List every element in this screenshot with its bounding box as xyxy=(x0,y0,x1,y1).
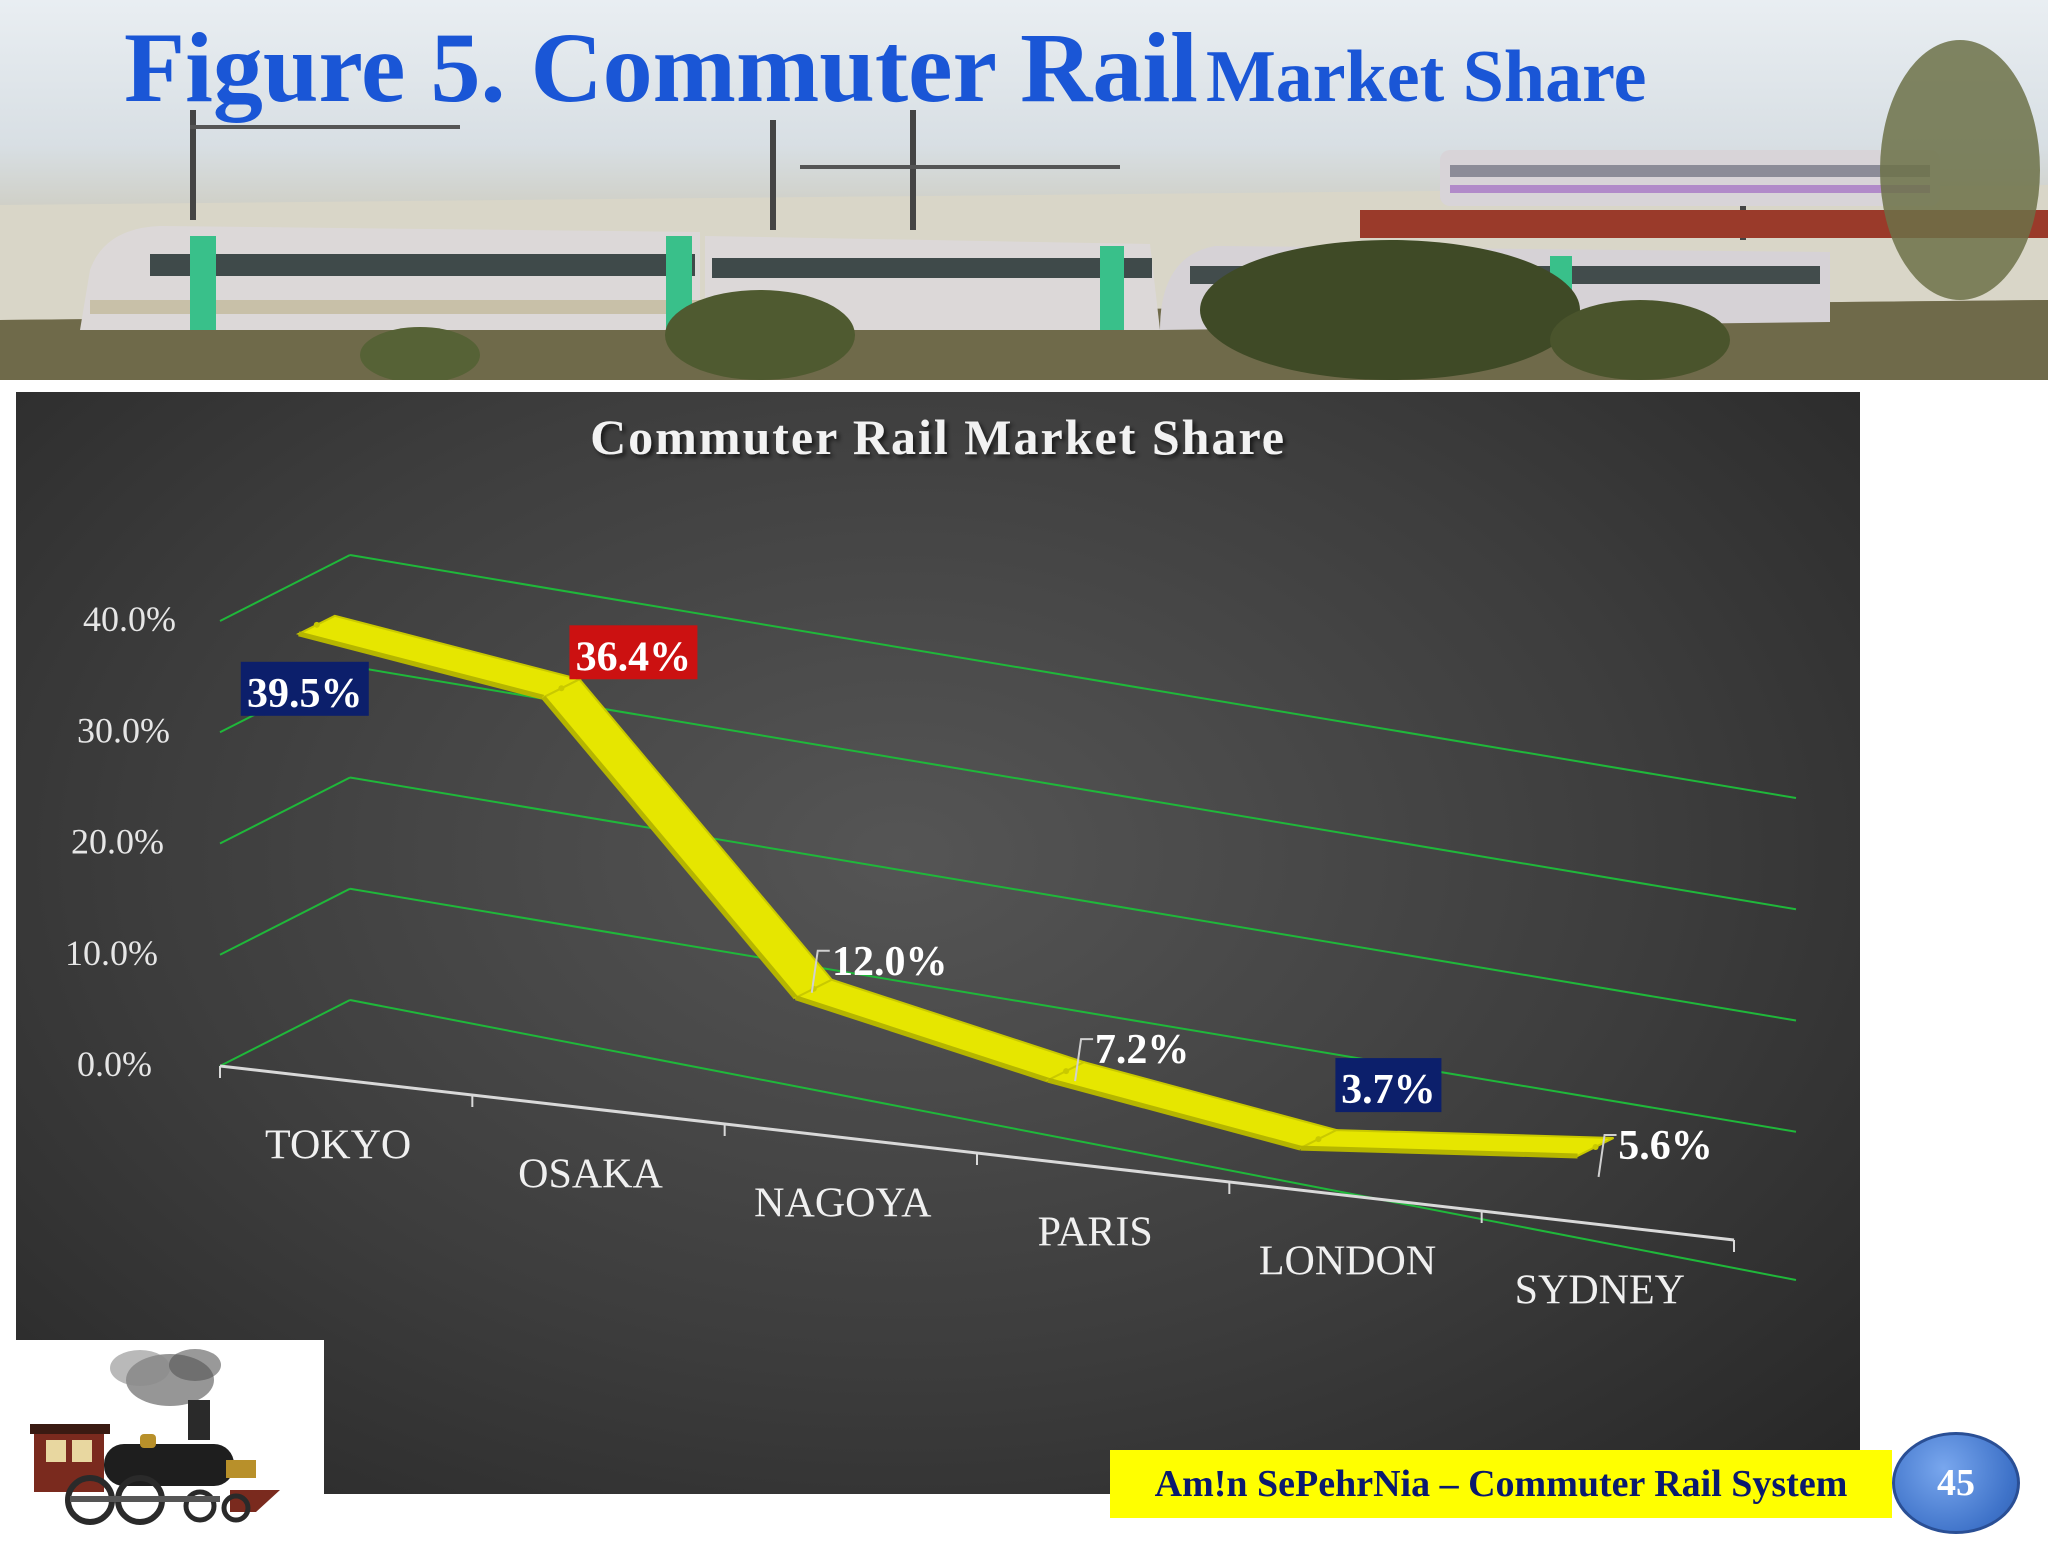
series-segment xyxy=(541,678,834,999)
gridlines xyxy=(219,554,1797,1281)
bush xyxy=(1200,240,1580,380)
bush xyxy=(1550,300,1730,380)
gridline-side xyxy=(219,887,351,956)
data-label: 12.0% xyxy=(832,939,948,985)
train-windows xyxy=(150,254,695,276)
logo-box xyxy=(0,1340,324,1536)
series-point xyxy=(558,685,565,692)
gridline xyxy=(349,887,1797,1133)
train-door xyxy=(190,236,216,330)
series-segment xyxy=(1045,1061,1340,1150)
y-tick-label: 0.0% xyxy=(77,1044,152,1084)
y-tick-label: 30.0% xyxy=(77,710,170,750)
train-stripe xyxy=(90,300,700,314)
catenary-pole xyxy=(190,110,196,220)
catenary-wire xyxy=(190,125,460,129)
catenary-pole xyxy=(770,120,776,230)
footer-banner: Am!n SePehrNia – Commuter Rail System xyxy=(1110,1450,1892,1518)
footer-text: Am!n SePehrNia – Commuter Rail System xyxy=(1154,1463,1848,1505)
bush xyxy=(665,290,855,380)
train-door xyxy=(1100,246,1124,330)
data-labels: 39.5% 36.4% 12.0% 7.2% 3.7% 5.6% xyxy=(240,625,1713,1178)
bush xyxy=(360,327,480,380)
data-label-box xyxy=(569,625,698,680)
series-segment-edge xyxy=(794,995,1049,1083)
distant-train-windows xyxy=(1450,165,1930,177)
series-segment xyxy=(793,978,1087,1082)
y-tick-label: 40.0% xyxy=(83,599,176,639)
series-point xyxy=(1592,1143,1599,1150)
series-segment-edge xyxy=(1300,1145,1578,1159)
series-ribbon xyxy=(295,614,1615,1159)
data-label-box xyxy=(1335,1058,1442,1113)
steam-locomotive-logo xyxy=(30,1349,280,1525)
slide-title-main: Figure 5. Commuter Rail xyxy=(124,12,1198,123)
chart-title: Commuter Rail Market Share xyxy=(590,409,1286,465)
data-label-leader xyxy=(810,949,830,993)
page-number-badge: 45 xyxy=(1892,1432,2020,1534)
data-label: 3.7% xyxy=(1341,1067,1436,1113)
chart-panel: Commuter Rail Market Share 0.0% 10.0% 20.0… xyxy=(16,392,1860,1494)
gridline xyxy=(349,776,1797,1022)
distant-train xyxy=(1440,150,1940,206)
x-tick-label: OSAKA xyxy=(518,1152,663,1198)
y-tick-label: 10.0% xyxy=(65,933,158,973)
data-label-box xyxy=(240,661,369,716)
header-banner: Figure 5. Commuter Rail Market Share xyxy=(0,0,2048,380)
series-segment-edge xyxy=(1047,1077,1302,1151)
page-number: 45 xyxy=(1937,1462,1975,1504)
gridline-side xyxy=(219,999,351,1067)
x-tick-label: LONDON xyxy=(1259,1239,1436,1285)
distant-train-stripe xyxy=(1450,185,1930,193)
x-tick-label: SYDNEY xyxy=(1515,1268,1685,1314)
x-tick-label: NAGOYA xyxy=(754,1181,932,1227)
data-label: 5.6% xyxy=(1618,1123,1713,1169)
series-point xyxy=(1063,1068,1070,1075)
gridline-side xyxy=(219,776,351,845)
series-segment-edge xyxy=(541,695,798,1000)
tree xyxy=(1880,40,2040,300)
catenary-pole xyxy=(910,110,916,230)
data-label: 36.4% xyxy=(576,634,692,680)
train-windows xyxy=(712,258,1152,278)
series-point xyxy=(1315,1136,1322,1143)
axes: 0.0% 10.0% 20.0% 30.0% 40.0% TOKYO OSAKA NAGOYA… xyxy=(65,599,1735,1314)
train-photo-banner xyxy=(0,40,2048,380)
gridline-floor xyxy=(349,999,1797,1281)
data-label-leader xyxy=(1597,1133,1617,1178)
catenary-wire xyxy=(800,165,1120,169)
x-tick-label: TOKYO xyxy=(265,1123,411,1169)
data-label-leader xyxy=(1074,1038,1094,1082)
series-point xyxy=(313,621,320,628)
x-tick-label: PARIS xyxy=(1038,1210,1153,1256)
data-label: 39.5% xyxy=(247,671,363,717)
series-segment-edge xyxy=(298,631,545,700)
gridline xyxy=(349,554,1797,799)
y-tick-label: 20.0% xyxy=(71,822,164,862)
data-label: 7.2% xyxy=(1095,1027,1190,1073)
train-car xyxy=(80,226,700,330)
slide-title: Figure 5. Commuter Rail Market Share xyxy=(124,18,1646,118)
slide-title-sub: Market Share xyxy=(1205,36,1647,118)
chart-svg: Commuter Rail Market Share 0.0% 10.0% 20.0… xyxy=(65,409,1797,1314)
gridline-side xyxy=(219,554,351,622)
